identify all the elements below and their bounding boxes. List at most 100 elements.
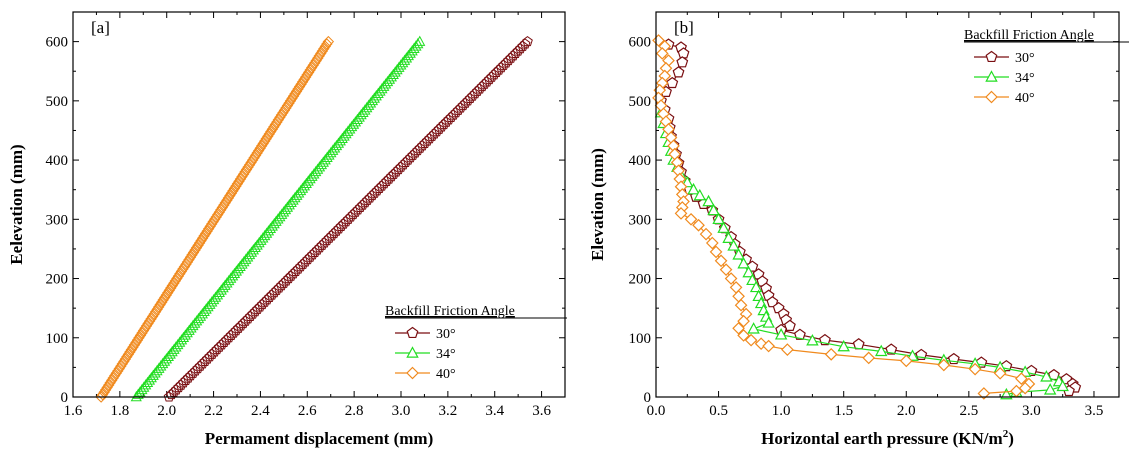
data-point: [309, 246, 321, 258]
data-point: [471, 85, 483, 96]
data-point: [476, 81, 488, 92]
x-tick-label: 1.6: [64, 403, 83, 419]
data-point: [209, 346, 220, 357]
data-point: [702, 194, 715, 207]
y-tick-label: 0: [61, 390, 69, 406]
data-point: [500, 57, 512, 68]
y-tick-label: 500: [46, 94, 69, 110]
data-point: [749, 280, 763, 293]
legend-label: 30°: [436, 327, 456, 342]
data-point: [280, 275, 292, 286]
data-point: [199, 355, 211, 367]
data-point: [727, 239, 740, 251]
data-point: [256, 298, 268, 310]
data-point: [211, 344, 223, 355]
data-point: [230, 325, 242, 336]
data-point: [197, 358, 208, 369]
data-point: [436, 121, 447, 132]
data-point: [687, 182, 700, 195]
data-point: [261, 294, 273, 305]
x-tick-label: 2.5: [959, 403, 978, 419]
data-point: [366, 190, 378, 201]
x-tick-label: 3.4: [485, 403, 504, 419]
legend: Backfill Friction Angle 30° 34° 40°: [385, 304, 567, 382]
data-point: [405, 152, 416, 163]
data-point: [655, 47, 669, 60]
data-point: [937, 358, 951, 372]
panel-label: [a]: [91, 18, 110, 37]
data-point: [505, 52, 517, 63]
y-axis-label: Eelevation (mm): [7, 144, 26, 264]
data-point: [443, 114, 454, 125]
data-point: [285, 270, 297, 281]
data-point: [712, 212, 725, 225]
data-point: [467, 90, 478, 101]
data-point: [722, 231, 735, 243]
data-point: [242, 313, 254, 324]
legend-title: Backfill Friction Angle: [385, 304, 515, 319]
data-point: [350, 206, 361, 217]
data-point: [252, 303, 263, 314]
data-point: [474, 83, 486, 94]
data-point: [862, 351, 876, 365]
data-point: [307, 249, 318, 260]
data-point: [187, 367, 199, 378]
legend-marker: [406, 346, 419, 358]
data-point: [515, 43, 526, 54]
x-axis-label: Horizontal earth pressure (KN/m2): [761, 428, 1014, 448]
data-point: [175, 379, 187, 390]
data-point: [354, 201, 366, 213]
data-point: [519, 38, 531, 49]
data-point: [968, 362, 982, 376]
data-point: [692, 218, 705, 232]
data-point: [885, 343, 898, 355]
y-axis-label: Elevation (mm): [588, 148, 607, 261]
plot-frame: [72, 11, 566, 398]
data-point: [766, 295, 779, 308]
x-tick-label: 0.0: [647, 403, 666, 419]
data-point: [1043, 383, 1057, 395]
data-point: [1056, 379, 1069, 392]
data-point: [491, 66, 502, 77]
data-point: [737, 256, 750, 269]
data-point: [278, 277, 290, 288]
data-point: [1040, 370, 1053, 382]
data-point: [295, 261, 306, 272]
data-point: [400, 156, 411, 167]
chart-b: 0.0 0.5 1.0 1.5 2.0 2.5 3.0 3.5 0 100 200 300 400 500…: [588, 11, 1129, 448]
data-point: [737, 314, 750, 328]
data-point: [378, 178, 390, 189]
data-point: [194, 360, 206, 371]
y-tick-label: 100: [46, 331, 69, 347]
data-point: [192, 362, 204, 374]
y-tick-label: 400: [629, 153, 652, 169]
data-point: [806, 333, 819, 346]
data-point: [397, 159, 409, 170]
data-point: [438, 118, 450, 130]
x-tick-label: 1.0: [772, 403, 791, 419]
series-triangle: [130, 35, 426, 402]
data-point: [448, 109, 459, 120]
data-point: [793, 328, 806, 340]
data-point: [412, 144, 423, 156]
data-point: [455, 102, 466, 113]
y-tick-label: 600: [46, 35, 69, 51]
legend-title: Backfill Friction Angle: [964, 28, 1094, 43]
data-point: [383, 173, 395, 184]
data-point: [450, 107, 462, 118]
data-point: [342, 213, 354, 224]
data-point: [225, 329, 237, 340]
data-point: [364, 192, 376, 203]
data-point: [273, 282, 285, 293]
data-point: [338, 218, 349, 229]
data-point: [774, 328, 788, 340]
data-point: [381, 175, 392, 186]
data-point: [666, 76, 679, 89]
data-point: [762, 316, 775, 328]
data-point: [407, 149, 419, 160]
data-point: [393, 163, 404, 175]
data-point: [374, 182, 385, 194]
data-point: [330, 225, 342, 236]
data-point: [445, 111, 457, 122]
data-point: [674, 207, 688, 220]
